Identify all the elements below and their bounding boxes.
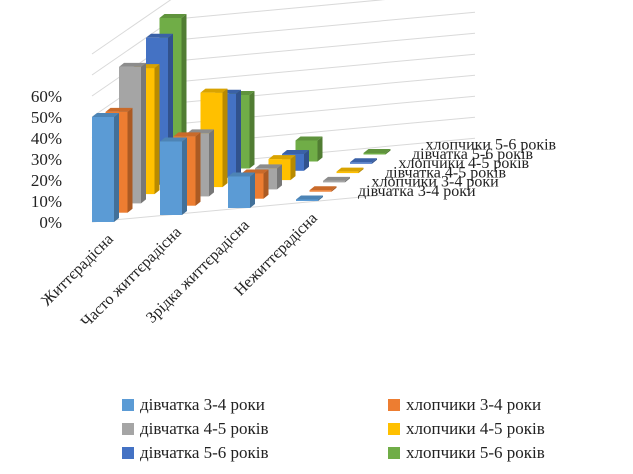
bar [160,137,187,215]
bar [363,149,391,155]
legend-swatch [388,423,400,435]
bar [296,195,323,201]
series-depth-label: дівчатка 3-4 роки [358,183,476,200]
legend-swatch [122,447,134,459]
y-tick-label: 60% [31,87,62,106]
category-label: Зрідка життєрадісна [143,217,253,327]
category-label: Часто життєрадісна [78,224,185,331]
y-tick-label: 40% [31,129,62,148]
bar [309,186,337,192]
y-tick-label: 10% [31,192,62,211]
legend-label: хлопчики 4-5 років [406,419,545,438]
series-depth-label: хлопчики 5-6 років [426,137,557,154]
gridline [172,32,476,62]
legend-item: хлопчики 5-6 років [388,443,545,463]
bar [323,176,350,183]
legend: дівчатка 3-4 роки хлопчики 3-4 роки дівчат… [0,395,633,474]
gridline [172,53,476,83]
series-depth-label: хлопчики 3-4 роки [372,174,500,191]
gridline [172,0,386,20]
legend-label: дівчатка 5-6 років [140,443,269,462]
series-depth-label: хлопчики 4-5 років [399,155,530,172]
legend-item: дівчатка 5-6 років [122,443,269,463]
legend-item: дівчатка 4-5 років [122,419,269,439]
legend-item: хлопчики 4-5 років [388,419,545,439]
legend-item: хлопчики 3-4 роки [388,395,541,415]
legend-item: дівчатка 3-4 роки [122,395,265,415]
legend-swatch [122,423,134,435]
legend-swatch [388,447,400,459]
y-axis-ticks: 0% 10% 20% 30% 40% 50% 60% [31,87,62,232]
legend-swatch [388,399,400,411]
legend-swatch [122,399,134,411]
legend-label: дівчатка 4-5 років [140,419,269,438]
series-depth-label: дівчатка 5-6 років [412,146,533,163]
bar [228,172,255,208]
y-tick-label: 20% [31,171,62,190]
bar [350,158,377,164]
y-tick-label: 0% [39,213,62,232]
bar [92,113,119,222]
y-tick-label: 50% [31,108,62,127]
gridline [172,11,476,41]
bar [336,167,364,174]
bars-group [92,14,391,222]
legend-label: хлопчики 5-6 років [406,443,545,462]
legend-label: хлопчики 3-4 роки [406,395,542,414]
y-tick-label: 30% [31,150,62,169]
series-depth-label: дівчатка 4-5 років [385,164,506,181]
gridline [91,0,172,55]
legend-label: дівчатка 3-4 роки [140,395,265,414]
